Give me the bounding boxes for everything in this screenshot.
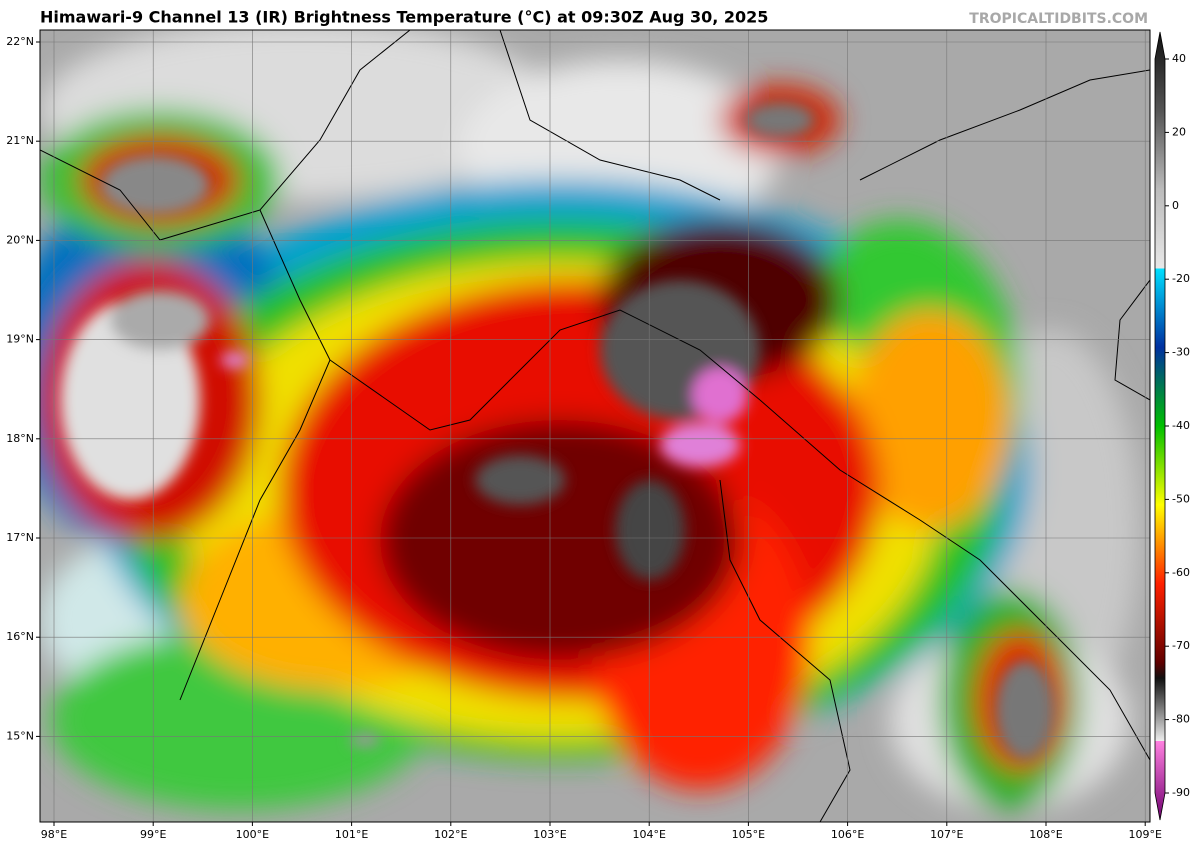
lat-label: 21°N [6,134,34,147]
lat-label: 15°N [6,729,34,742]
lon-label: 105°E [732,828,765,841]
lat-label: 20°N [6,233,34,246]
colorbar-tick-label: -90 [1172,786,1190,799]
map-title: Himawari-9 Channel 13 (IR) Brightness Te… [40,8,768,27]
lon-label: 102°E [434,828,467,841]
colorbar-tick-label: -60 [1172,566,1190,579]
colorbar-tick-label: -20 [1172,272,1190,285]
lat-label: 16°N [6,630,34,643]
lon-label: 107°E [930,828,963,841]
satellite-image [40,30,1150,822]
lon-label: 103°E [533,828,566,841]
lon-label: 104°E [632,828,665,841]
lon-label: 109°E [1128,828,1161,841]
lon-label: 98°E [41,828,67,841]
lat-label: 18°N [6,432,34,445]
lat-label: 22°N [6,35,34,48]
colorbar-tick-label: -70 [1172,639,1190,652]
colorbar-tick-label: 0 [1172,199,1179,212]
colorbar-tick-label: 40 [1172,52,1186,65]
colorbar-tick-label: -80 [1172,713,1190,726]
lon-label: 106°E [831,828,864,841]
credit: TROPICALTIDBITS.COM [969,11,1148,27]
colorbar-tick-label: -30 [1172,346,1190,359]
lon-label: 100°E [236,828,269,841]
lon-label: 99°E [140,828,166,841]
map-frame [39,29,1151,823]
lon-label: 101°E [335,828,368,841]
colorbar-tick-label: 20 [1172,125,1186,138]
colorbar [1154,31,1166,821]
lon-label: 108°E [1029,828,1062,841]
lat-label: 17°N [6,531,34,544]
colorbar-tick-label: -40 [1172,419,1190,432]
colorbar-tick-label: -50 [1172,492,1190,505]
lat-label: 19°N [6,333,34,346]
